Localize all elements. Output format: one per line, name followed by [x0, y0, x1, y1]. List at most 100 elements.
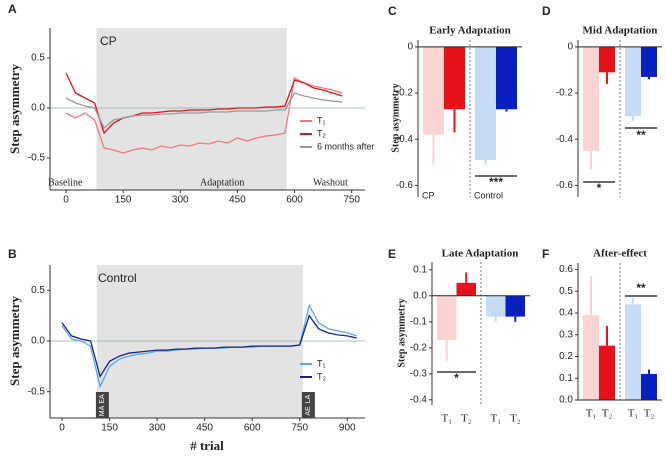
bar [583, 46, 599, 151]
x-tick-label: 450 [229, 195, 246, 206]
phase-marker [301, 392, 315, 418]
y-tick-label: 0.2 [559, 351, 573, 362]
significance-label: ** [636, 281, 646, 295]
x-tick-label: T₂ [602, 408, 613, 420]
y-tick-label: 0.0 [31, 336, 45, 347]
panel-letter: A [8, 2, 17, 16]
y-tick-label: 0.0 [31, 103, 45, 114]
legend-label: T₂ [317, 128, 326, 138]
bar [599, 46, 615, 73]
bar [625, 46, 641, 117]
bar [625, 304, 641, 400]
x-tick-label: T₁ [628, 408, 639, 420]
phase-marker-label: AE [305, 406, 312, 416]
bar [599, 345, 615, 400]
panel-letter: F [542, 247, 549, 261]
y-tick-label: 0.4 [559, 308, 573, 319]
y-tick-label: -0.4 [396, 134, 414, 145]
y-tick-label: -0.4 [556, 134, 574, 145]
x-tick-label: 600 [286, 195, 303, 206]
group-label: Control [474, 190, 503, 200]
phase-marker [95, 392, 109, 418]
y-tick-label: 0.1 [559, 373, 573, 384]
y-tick-label: -0.6 [396, 180, 414, 191]
chart-title: Early Adaptation [429, 25, 511, 37]
y-tick-label: 0.5 [31, 285, 45, 296]
x-tick-label: T₂ [644, 408, 655, 420]
y-tick-label: -0.2 [556, 88, 574, 99]
y-axis-label: Step asymmetry [7, 64, 22, 154]
y-tick-label: -0.2 [396, 88, 414, 99]
shaded-region [96, 265, 303, 418]
legend-label: T₁ [317, 358, 326, 368]
panel-annotation: CP [100, 34, 117, 48]
bar [496, 46, 517, 110]
y-tick-label: 0.5 [31, 53, 45, 64]
panel-letter: C [388, 4, 397, 18]
bar [423, 46, 444, 135]
bar [583, 315, 599, 400]
y-tick-label: 0.1 [413, 264, 427, 275]
group-label: CP [422, 190, 435, 200]
x-tick-label: 450 [196, 423, 213, 434]
x-tick-label: T₁ [441, 413, 452, 425]
x-tick-label: T₂ [461, 413, 472, 425]
x-tick-label: 150 [101, 423, 118, 434]
y-tick-label: 0.3 [559, 329, 573, 340]
chart-title: Mid Adaptation [583, 25, 658, 37]
series-line [65, 92, 343, 130]
region-label: Washout [313, 177, 348, 188]
x-tick-label: 750 [343, 195, 360, 206]
phase-marker-label: MA [99, 405, 106, 416]
y-tick-label: -0.6 [556, 180, 574, 191]
panel-letter: D [542, 4, 551, 18]
x-tick-label: 750 [291, 423, 308, 434]
y-tick-label: 0.0 [559, 395, 573, 406]
legend-label: 6 months after [317, 141, 375, 151]
series-line [65, 77, 343, 154]
series-line [61, 314, 357, 379]
phase-marker-label: EA [99, 394, 106, 404]
chart-title: After-effect [593, 248, 647, 260]
x-tick-label: T₂ [510, 413, 521, 425]
panel-letter: B [8, 247, 17, 261]
bar [444, 46, 465, 110]
x-tick-label: 300 [172, 195, 189, 206]
bar [505, 295, 525, 317]
bar [475, 46, 496, 161]
region-label: Adaptation [200, 177, 244, 188]
y-tick-label: -0.5 [28, 153, 46, 164]
y-tick-label: 0.5 [559, 286, 573, 297]
legend-label: T₁ [317, 115, 326, 125]
significance-label: *** [489, 175, 503, 189]
panel-letter: E [388, 247, 396, 261]
x-axis-label: # trial [190, 438, 224, 453]
bar [641, 46, 657, 77]
x-tick-label: 600 [244, 423, 261, 434]
bar [641, 373, 657, 400]
significance-label: * [454, 371, 459, 385]
bar [456, 282, 476, 296]
y-tick-label: -0.5 [28, 386, 46, 397]
x-tick-label: 900 [339, 423, 356, 434]
y-axis-label: Step asymmetry [396, 298, 407, 367]
bar [486, 295, 506, 317]
x-tick-label: 150 [115, 195, 132, 206]
x-tick-label: 0 [59, 423, 65, 434]
series-line [65, 72, 343, 135]
y-tick-label: 0.6 [559, 264, 573, 275]
chart-title: Late Adaptation [442, 248, 519, 260]
y-tick-label: 0 [567, 42, 573, 53]
legend-label: T₂ [317, 371, 326, 381]
phase-marker-label: LA [305, 394, 312, 403]
shaded-region [96, 28, 287, 190]
region-label: Baseline [48, 177, 83, 188]
y-tick-label: -0.3 [410, 368, 428, 379]
significance-label: * [597, 181, 602, 195]
y-tick-label: 0 [407, 42, 413, 53]
y-tick-label: -0.1 [410, 316, 428, 327]
x-tick-label: 0 [63, 195, 69, 206]
panel-annotation: Control [98, 271, 137, 285]
x-tick-label: T₁ [586, 408, 597, 420]
